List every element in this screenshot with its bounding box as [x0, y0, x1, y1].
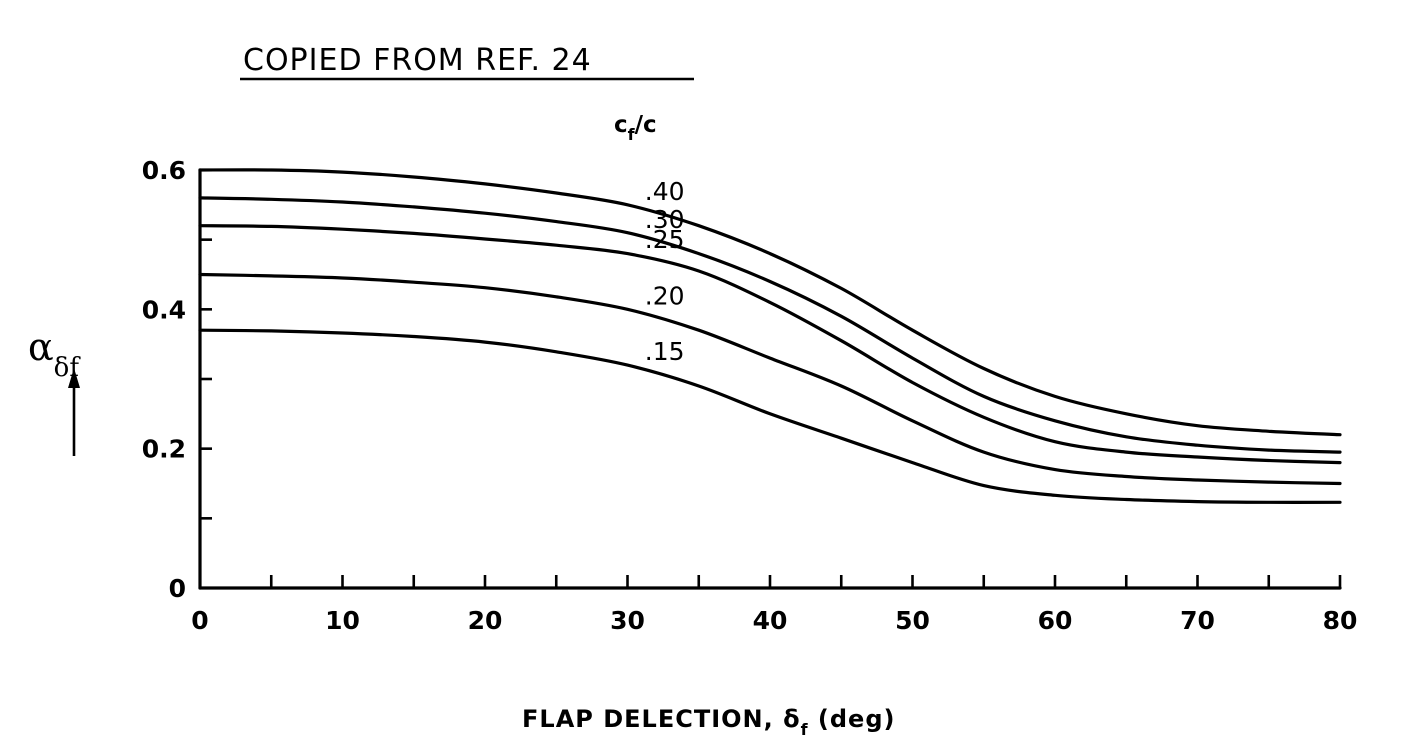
series-label-40: .40	[645, 177, 685, 206]
x-tick-label: 40	[753, 606, 788, 635]
series-line-25	[198, 224, 1342, 465]
curves: .40.30.25 .20 .15	[198, 168, 1342, 504]
y-axis-arrow-icon	[68, 368, 80, 456]
series-label-20: .20	[645, 282, 685, 311]
series-line-30	[198, 196, 1342, 454]
tick-labels: 0 10 20 30 40 50 60 70 80 0 0.2 0.4 0.6	[142, 156, 1358, 635]
y-axis-title: αδf	[28, 325, 81, 383]
legend-title: cf/c	[614, 112, 657, 144]
header-note: COPIED FROM REF. 24	[243, 43, 592, 78]
y-tick-label: 0.2	[142, 435, 186, 464]
series-line-15	[198, 328, 1342, 504]
x-axis-title: FLAP DELECTION, δf (deg)	[522, 705, 895, 739]
series-line-40	[198, 168, 1342, 437]
series-label-15: .15	[645, 337, 685, 366]
axes	[198, 168, 1342, 590]
x-tick-label: 70	[1180, 606, 1215, 635]
x-tick-label: 80	[1323, 606, 1358, 635]
x-tick-label: 0	[191, 606, 208, 635]
x-tick-label: 60	[1038, 606, 1073, 635]
y-tick-label: 0.6	[142, 156, 186, 185]
series-label-25: .25	[645, 225, 685, 254]
series-line-20	[198, 272, 1342, 486]
x-tick-label: 30	[610, 606, 645, 635]
x-tick-label: 10	[325, 606, 360, 635]
x-tick-label: 20	[468, 606, 503, 635]
svg-text:αδf: αδf	[28, 325, 81, 383]
y-tick-label: 0	[169, 574, 186, 603]
series-label-30: .30	[645, 205, 685, 234]
x-tick-label: 50	[895, 606, 930, 635]
y-tick-label: 0.4	[142, 295, 186, 324]
